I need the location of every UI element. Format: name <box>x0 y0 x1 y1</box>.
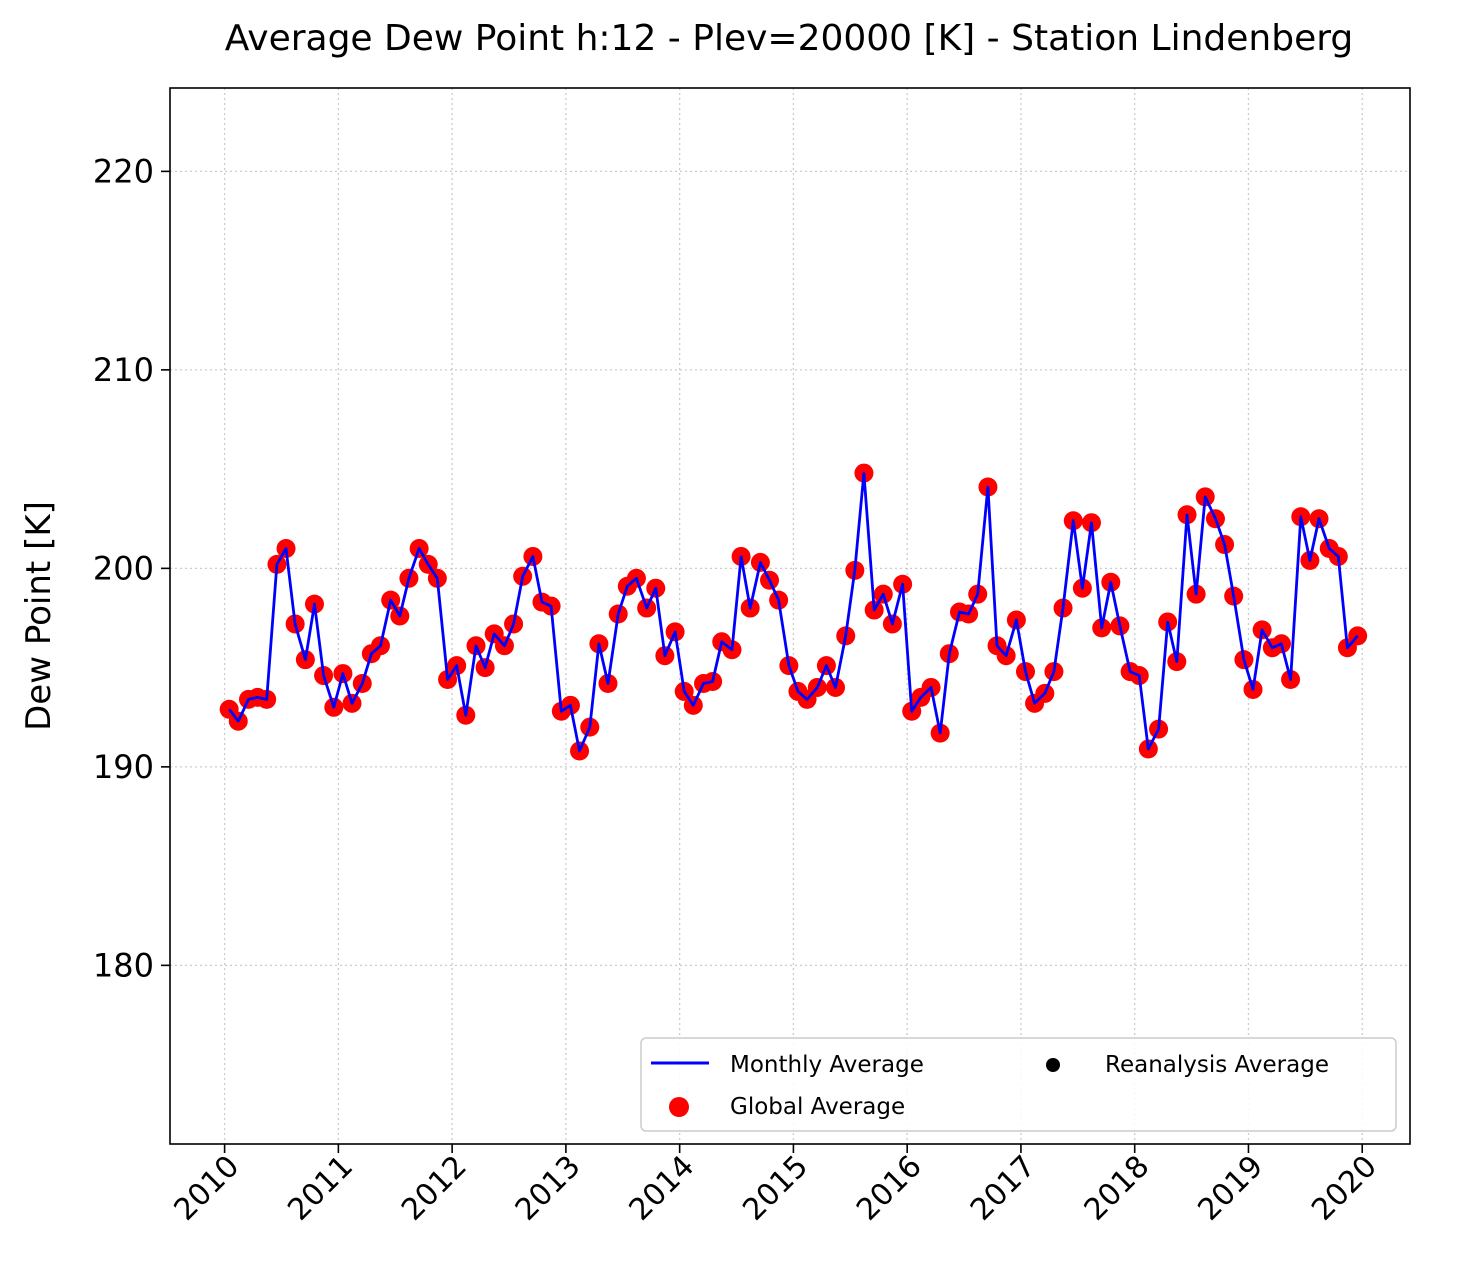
plot-frame <box>169 87 1411 1145</box>
legend: Monthly Average Reanalysis Average Globa… <box>640 1037 1397 1132</box>
y-tick-label: 180 <box>93 946 154 984</box>
grid <box>170 88 1410 1144</box>
y-tick-label: 190 <box>93 748 154 786</box>
legend-global-marker-icon <box>669 1097 689 1117</box>
legend-label-global: Global Average <box>730 1094 905 1120</box>
legend-frame <box>640 1037 1397 1132</box>
legend-label-reanalysis: Reanalysis Average <box>1105 1052 1329 1078</box>
y-axis-label: Dew Point [K] <box>19 501 59 731</box>
y-tick-label: 220 <box>93 152 154 190</box>
legend-label-monthly: Monthly Average <box>730 1052 924 1078</box>
monthly-average-line <box>228 471 1359 753</box>
y-tick-label: 210 <box>93 351 154 389</box>
monthly-average-path <box>228 471 1359 753</box>
chart-title: Average Dew Point h:12 - Plev=20000 [K] … <box>225 18 1354 59</box>
global-average-points <box>219 463 1368 761</box>
y-tick-label: 200 <box>93 549 154 587</box>
legend-reanalysis-marker-icon <box>1046 1058 1060 1072</box>
